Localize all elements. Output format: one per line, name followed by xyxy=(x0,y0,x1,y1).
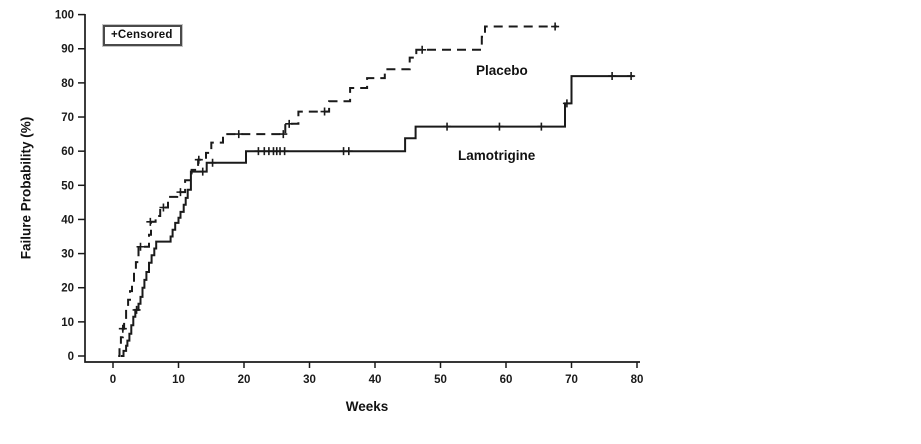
y-tick-label: 20 xyxy=(61,283,74,295)
y-tick-label: 40 xyxy=(61,214,74,226)
x-axis-title: Weeks xyxy=(345,399,389,414)
y-tick-label: 0 xyxy=(68,351,74,363)
axis-lines xyxy=(84,14,640,363)
y-tick-label: 90 xyxy=(61,44,74,56)
x-tick-label: 10 xyxy=(172,374,185,386)
x-tick-label: 50 xyxy=(434,374,447,386)
x-tick-label: 40 xyxy=(369,374,382,386)
x-tick-label: 0 xyxy=(110,374,116,386)
x-tick-label: 70 xyxy=(565,374,578,386)
curve-lamotrigine xyxy=(120,75,634,357)
placebo-series-label: Placebo xyxy=(476,63,528,78)
y-tick-label: 60 xyxy=(61,146,74,158)
y-tick-label: 10 xyxy=(61,317,74,329)
x-tick-label: 20 xyxy=(238,374,251,386)
x-tick-label: 80 xyxy=(631,374,644,386)
censor-marks-lamotrigine xyxy=(132,72,636,314)
curve-placebo xyxy=(118,25,558,357)
y-tick-label: 30 xyxy=(61,249,74,261)
x-tick-label: 60 xyxy=(500,374,513,386)
y-tick-label: 70 xyxy=(61,112,74,124)
censor-marks-placebo xyxy=(118,22,560,333)
censored-legend: +Censored xyxy=(102,24,183,47)
y-tick-label: 80 xyxy=(61,78,74,90)
x-tick-label: 30 xyxy=(303,374,316,386)
y-tick-label: 100 xyxy=(55,10,74,22)
y-tick-label: 50 xyxy=(61,180,74,192)
y-axis-title: Failure Probability (%) xyxy=(18,116,34,260)
lamotrigine-series-label: Lamotrigine xyxy=(458,148,536,163)
